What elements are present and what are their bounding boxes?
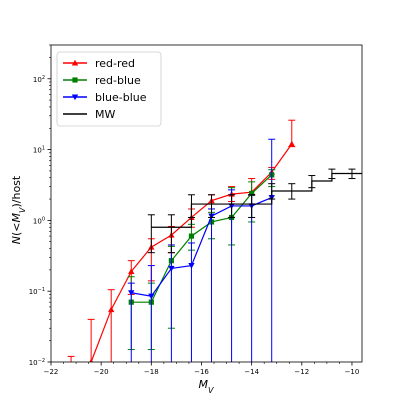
- legend-frame: [56, 51, 162, 127]
- legend-item-mw: MW: [63, 108, 115, 121]
- legend-item-red-red: red-red: [63, 57, 135, 70]
- x-tick-label: −16: [194, 368, 209, 376]
- x-tick-label: −22: [44, 368, 59, 376]
- legend-swatch-marker: [72, 77, 78, 83]
- series-mw: [147, 168, 362, 254]
- red-red-point: [288, 140, 295, 147]
- x-tick-label: −18: [144, 368, 159, 376]
- y-tick-label: 10−1: [29, 287, 45, 296]
- plot-area: [67, 119, 362, 381]
- red-red-line: [90, 143, 293, 362]
- y-tick-label: 10−2: [29, 358, 45, 367]
- y-tick-label: 102: [33, 75, 45, 84]
- blue-blue-point: [188, 263, 195, 269]
- x-tick-label: −14: [244, 368, 259, 376]
- axes: −22 −20 −18 −16 −14 −12 −10 10−2 10−1 100 101 102: [29, 44, 363, 376]
- y-axis-label: N(<MV)/host: [10, 175, 27, 244]
- y-tick-label: 100: [33, 216, 45, 225]
- x-tick-label: −20: [94, 368, 109, 376]
- blue-blue-line: [131, 197, 272, 297]
- blue-blue-point: [148, 293, 155, 300]
- y-tick-label: 101: [33, 146, 45, 155]
- legend-label: red-red: [95, 57, 135, 70]
- legend-item-red-blue: red-blue: [63, 74, 141, 87]
- red-red-point: [89, 358, 93, 362]
- x-axis-label: MV: [199, 378, 215, 395]
- mw-line: [151, 172, 362, 228]
- red-blue-line: [131, 174, 273, 303]
- red-red-point: [68, 375, 74, 381]
- legend-label: blue-blue: [95, 91, 147, 104]
- red-red-point: [107, 306, 115, 313]
- legend-item-blue-blue: blue-blue: [63, 91, 147, 104]
- x-tick-label: −10: [345, 368, 360, 376]
- x-tick-label: −12: [294, 368, 309, 376]
- legend-label: red-blue: [95, 74, 141, 87]
- red-blue-point: [188, 233, 195, 239]
- plot-frame: [50, 44, 363, 363]
- legend-swatch-marker: [71, 59, 79, 66]
- legend-label: MW: [95, 108, 115, 121]
- series-red-red: [67, 119, 296, 381]
- red-blue-point: [249, 190, 255, 197]
- red-red-point: [128, 268, 135, 275]
- legend: red-red red-blue blue-blue MW: [56, 51, 162, 127]
- series-red-blue: [127, 169, 276, 351]
- legend-swatch-marker: [71, 94, 79, 101]
- series-group: [67, 119, 362, 381]
- blue-blue-point: [168, 265, 175, 272]
- blue-blue-point: [128, 290, 135, 296]
